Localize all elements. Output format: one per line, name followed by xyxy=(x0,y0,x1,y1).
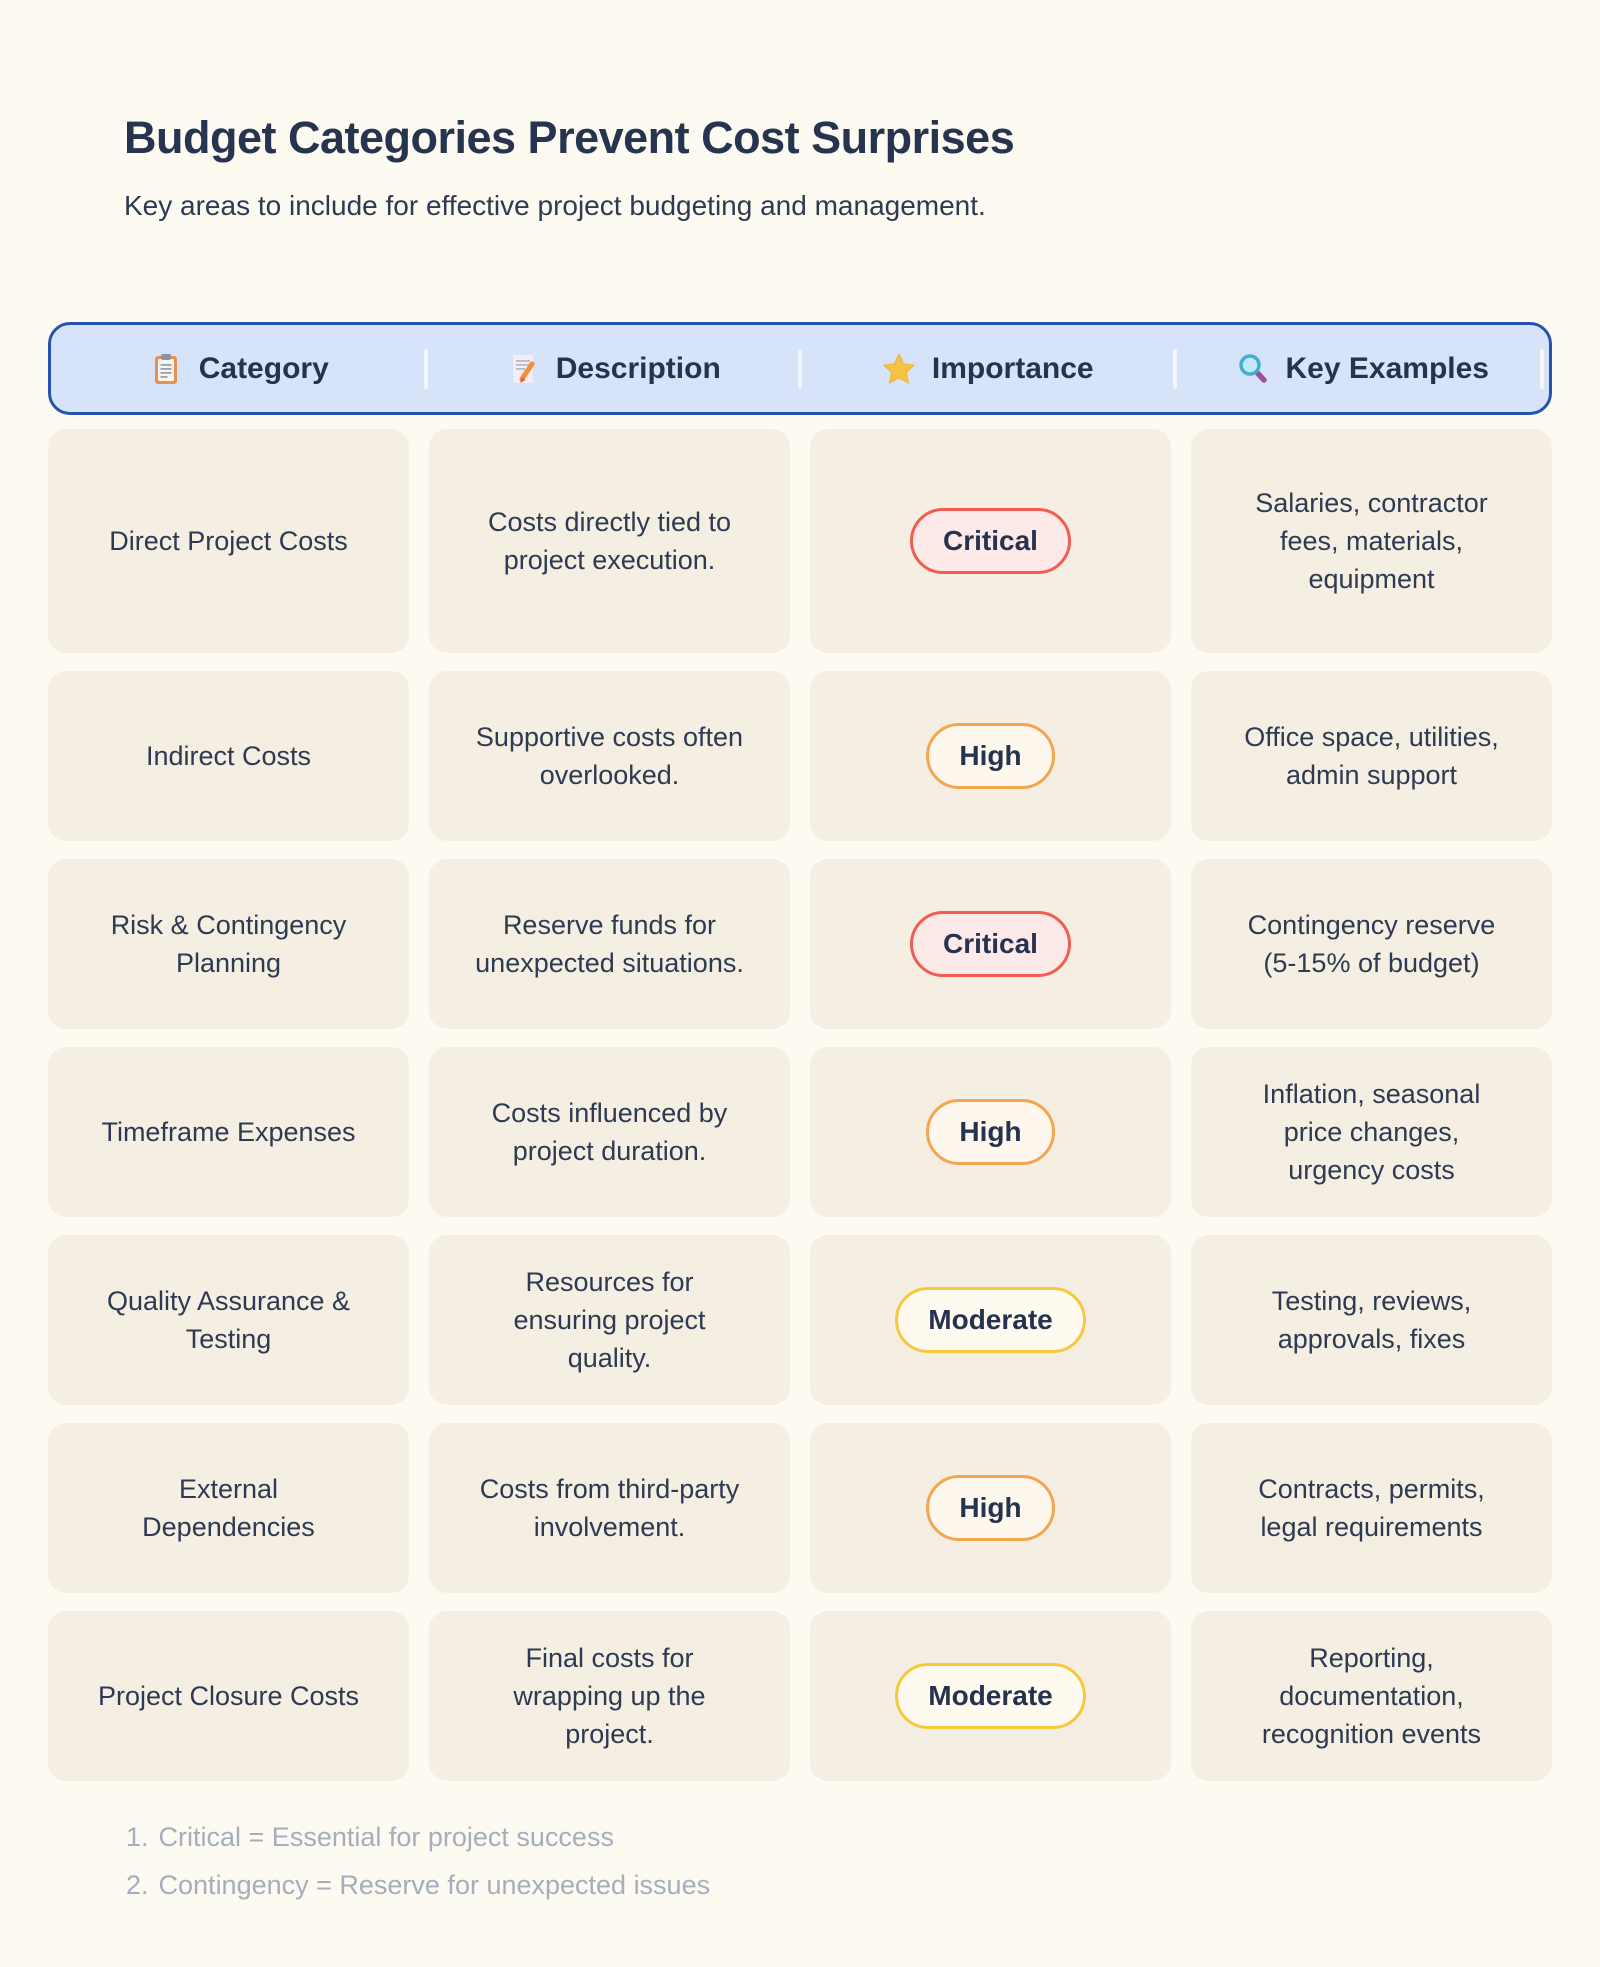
footnote-text: Contingency = Reserve for unexpected iss… xyxy=(158,1869,711,1900)
importance-badge: Critical xyxy=(910,508,1071,574)
table-body: Direct Project Costs Costs directly tied… xyxy=(48,429,1552,1781)
budget-infographic: Budget Categories Prevent Cost Surprises… xyxy=(0,0,1600,1907)
column-header-label: Key Examples xyxy=(1285,351,1489,385)
memo-icon xyxy=(505,351,541,387)
importance-cell: Moderate xyxy=(810,1235,1171,1405)
clipboard-icon xyxy=(148,351,184,387)
importance-cell: Critical xyxy=(810,429,1171,653)
examples-cell: Contracts, permits, legal requirements xyxy=(1191,1423,1552,1593)
importance-badge: High xyxy=(926,1099,1055,1165)
description-cell: Reserve funds for unexpected situations. xyxy=(429,859,790,1029)
importance-cell: High xyxy=(810,671,1171,841)
footnote-text: Critical = Essential for project success xyxy=(158,1822,614,1852)
column-header-label: Importance xyxy=(931,351,1094,385)
column-header-category: Category xyxy=(51,325,426,412)
footnotes: 1. Critical = Essential for project succ… xyxy=(126,1817,1552,1907)
description-cell: Final costs for wrapping up the project. xyxy=(429,1611,790,1781)
category-cell: Timeframe Expenses xyxy=(48,1047,409,1217)
importance-badge: High xyxy=(926,723,1055,789)
category-cell: Indirect Costs xyxy=(48,671,409,841)
description-cell: Costs influenced by project duration. xyxy=(429,1047,790,1217)
importance-badge: Moderate xyxy=(895,1663,1086,1729)
column-header-description: Description xyxy=(426,325,801,412)
column-header-label: Description xyxy=(555,351,721,385)
footnote-number: 2. xyxy=(126,1869,149,1900)
description-cell: Costs directly tied to project execution… xyxy=(429,429,790,653)
column-header-importance: Importance xyxy=(800,325,1175,412)
examples-cell: Testing, reviews, approvals, fixes xyxy=(1191,1235,1552,1405)
description-cell: Supportive costs often overlooked. xyxy=(429,671,790,841)
page-subtitle: Key areas to include for effective proje… xyxy=(124,190,986,221)
magnifier-icon xyxy=(1235,351,1271,387)
column-header-label: Category xyxy=(198,351,329,385)
column-header-key-examples: Key Examples xyxy=(1175,325,1550,412)
examples-cell: Office space, utilities, admin support xyxy=(1191,671,1552,841)
examples-cell: Salaries, contractor fees, materials, eq… xyxy=(1191,429,1552,653)
category-cell: External Dependencies xyxy=(48,1423,409,1593)
description-cell: Resources for ensuring project quality. xyxy=(429,1235,790,1405)
importance-badge: High xyxy=(926,1475,1055,1541)
category-cell: Project Closure Costs xyxy=(48,1611,409,1781)
importance-badge: Moderate xyxy=(895,1287,1086,1353)
footnote-number: 1. xyxy=(126,1822,149,1852)
importance-cell: Critical xyxy=(810,859,1171,1029)
table-header: Category Description Import xyxy=(48,322,1552,415)
importance-cell: Moderate xyxy=(810,1611,1171,1781)
examples-cell: Inflation, seasonal price changes, urgen… xyxy=(1191,1047,1552,1217)
category-cell: Quality Assurance & Testing xyxy=(48,1235,409,1405)
importance-badge: Critical xyxy=(910,911,1071,977)
category-cell: Direct Project Costs xyxy=(48,429,409,653)
page-title: Budget Categories Prevent Cost Surprises xyxy=(124,112,1015,163)
description-cell: Costs from third-party involvement. xyxy=(429,1423,790,1593)
star-icon xyxy=(881,351,917,387)
importance-cell: High xyxy=(810,1047,1171,1217)
footnote-2: 2. Contingency = Reserve for unexpected … xyxy=(126,1865,1552,1907)
examples-cell: Reporting, documentation, recognition ev… xyxy=(1191,1611,1552,1781)
examples-cell: Contingency reserve (5-15% of budget) xyxy=(1191,859,1552,1029)
importance-cell: High xyxy=(810,1423,1171,1593)
footnote-1: 1. Critical = Essential for project succ… xyxy=(126,1817,1552,1859)
category-cell: Risk & Contingency Planning xyxy=(48,859,409,1029)
